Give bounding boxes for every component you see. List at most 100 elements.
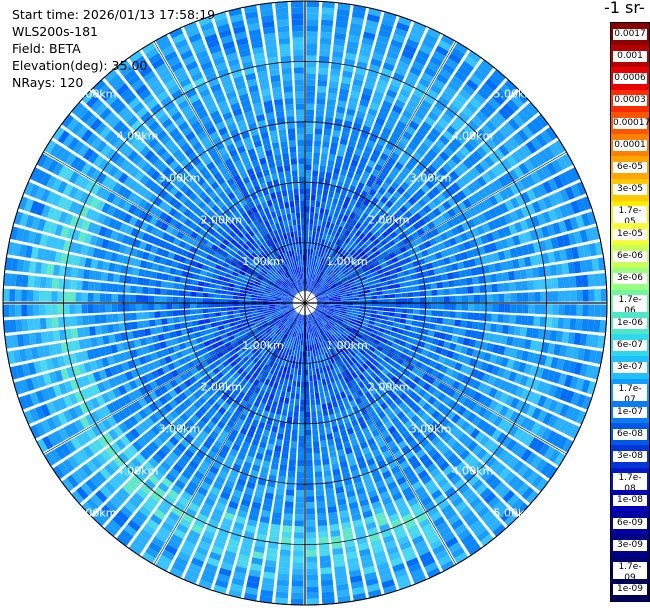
range-gate-cell [326,277,332,283]
range-gate-cell [450,474,462,486]
range-gate-cell [323,304,330,306]
range-gate-cell [429,511,442,522]
range-gate-cell [449,425,460,436]
range-gate-cell [417,278,425,285]
range-gate-cell [480,234,489,245]
range-gate-cell [172,303,179,310]
range-gate-cell [411,136,422,146]
range-gate-cell [335,269,341,275]
range-gate-cell [504,213,514,224]
range-gate-cell [405,557,420,568]
range-gate-cell [462,198,472,209]
range-gate-cell [384,176,394,186]
range-gate-cell [281,359,286,367]
range-gate-cell [539,279,547,290]
range-gate-cell [349,198,357,206]
range-gate-cell [241,345,249,353]
range-gate-cell [362,446,371,455]
range-gate-cell [341,364,348,371]
range-gate-cell [450,75,464,88]
range-gate-cell [316,284,322,290]
range-gate-cell [338,272,344,278]
range-gate-cell [310,261,314,268]
range-gate-cell [471,444,483,456]
range-gate-cell [460,320,468,328]
range-gate-cell [464,329,472,338]
range-gate-cell [306,490,315,497]
range-gate-cell [315,398,321,406]
range-gate-cell [324,325,330,331]
range-gate-cell [459,128,471,140]
range-gate-cell [413,212,422,221]
range-gate-cell [382,126,392,136]
range-gate-cell [90,337,98,348]
range-gate-cell [220,491,231,500]
range-gate-cell [515,502,529,516]
range-gate-cell [329,222,335,230]
range-gate-cell [305,417,311,424]
range-gate-cell [130,474,143,487]
range-gate-cell [124,371,134,381]
range-gate-cell [467,388,477,399]
range-gate-cell [344,209,352,217]
range-gate-cell [323,470,332,478]
range-gate-cell [551,433,563,447]
range-gate-cell [398,195,407,205]
range-gate-cell [132,330,140,339]
range-gate-cell [322,189,329,197]
range-gate-cell [410,93,422,104]
range-gate-cell [472,276,480,285]
range-gate-cell [535,458,548,473]
range-gate-cell [150,491,162,503]
range-gate-cell [138,198,148,209]
range-gate-cell [387,440,397,449]
range-gate-cell [250,275,257,281]
range-gate-cell [173,201,183,210]
range-gate-cell [163,403,173,413]
range-gate-cell [261,281,268,286]
range-gate-cell [396,574,410,584]
range-gate-cell [342,416,350,424]
range-gate-cell [330,327,337,333]
range-gate-cell [346,108,356,116]
range-gate-cell [369,188,377,197]
range-gate-cell [531,201,542,213]
range-gate-cell [456,224,465,234]
range-gate-cell [441,375,450,384]
range-gate-cell [152,469,164,481]
range-gate-cell [461,286,468,294]
range-gate-cell [427,111,439,122]
range-gate-cell [369,102,380,111]
range-gate-cell [183,574,198,585]
range-gate-cell [315,349,319,357]
range-gate-cell [158,554,172,566]
range-gate-cell [299,417,305,424]
range-gate-cell [414,110,426,120]
range-gate-cell [68,422,80,435]
range-gate-cell [106,272,114,282]
range-gate-cell [546,304,553,315]
range-gate-cell [262,341,269,348]
range-gate-cell [337,373,343,381]
range-gate-cell [79,177,90,190]
range-gate-cell [477,406,488,418]
range-gate-cell [373,214,382,222]
range-gate-cell [135,453,147,465]
range-gate-cell [451,154,462,165]
range-gate-cell [514,373,523,385]
range-gate-cell [512,360,521,371]
range-gate-cell [85,114,98,127]
range-gate-cell [390,204,399,213]
range-gate-cell [357,358,365,366]
range-gate-cell [455,303,462,311]
range-gate-cell [248,569,262,578]
range-gate-cell [319,549,331,557]
range-gate-cell [3,288,10,302]
range-gate-cell [268,304,275,307]
range-gate-cell [220,561,234,571]
range-gate-cell [412,246,421,254]
range-gate-cell [381,100,393,110]
range-gate-cell [535,254,544,265]
range-gate-cell [426,61,440,73]
range-gate-cell [356,284,364,289]
